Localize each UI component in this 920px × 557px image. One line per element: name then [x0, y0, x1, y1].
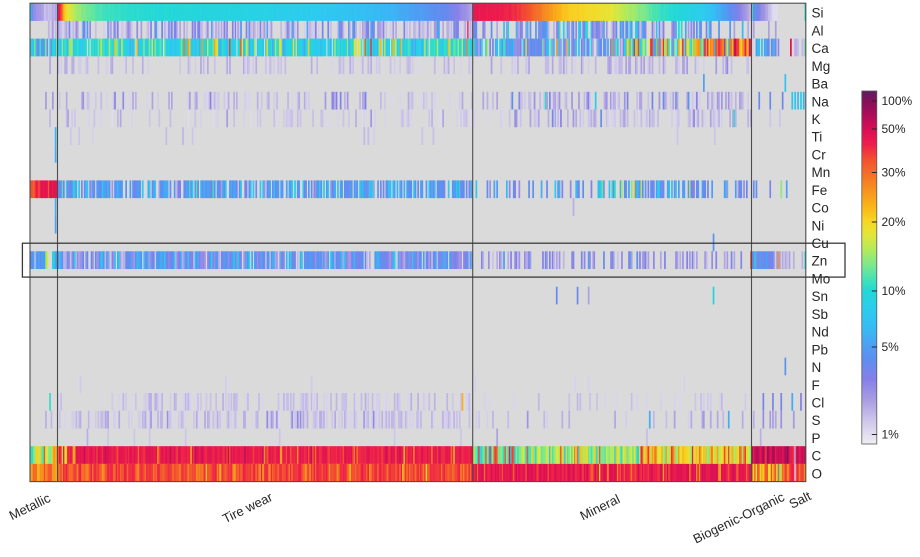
svg-text:Ca: Ca: [812, 41, 830, 56]
svg-text:Biogenic-Organic: Biogenic-Organic: [691, 489, 788, 546]
svg-text:P: P: [812, 431, 821, 446]
svg-text:Tire wear: Tire wear: [220, 489, 275, 526]
svg-text:Al: Al: [812, 23, 824, 38]
svg-text:Nd: Nd: [812, 325, 829, 340]
svg-text:N: N: [812, 360, 822, 375]
svg-text:C: C: [812, 449, 822, 464]
svg-text:Metallic: Metallic: [7, 490, 54, 523]
svg-text:Ti: Ti: [812, 130, 823, 145]
svg-text:5%: 5%: [882, 340, 900, 354]
svg-text:K: K: [812, 112, 821, 127]
svg-text:30%: 30%: [882, 166, 906, 180]
svg-text:Ni: Ni: [812, 218, 825, 233]
svg-text:100%: 100%: [882, 94, 913, 108]
svg-text:Salt: Salt: [787, 488, 814, 511]
svg-text:Na: Na: [812, 94, 830, 109]
svg-text:Cr: Cr: [812, 147, 827, 162]
svg-text:Si: Si: [812, 6, 824, 21]
svg-text:O: O: [812, 466, 823, 481]
svg-text:Sb: Sb: [812, 307, 829, 322]
svg-text:Fe: Fe: [812, 183, 828, 198]
svg-text:F: F: [812, 378, 820, 393]
svg-text:Cu: Cu: [812, 236, 829, 251]
svg-text:1%: 1%: [882, 428, 900, 442]
svg-text:Mn: Mn: [812, 165, 831, 180]
svg-text:Mineral: Mineral: [577, 491, 622, 523]
svg-text:20%: 20%: [882, 215, 906, 229]
svg-text:50%: 50%: [882, 122, 906, 136]
svg-text:Zn: Zn: [812, 254, 828, 269]
svg-text:Sn: Sn: [812, 289, 829, 304]
svg-text:Pb: Pb: [812, 342, 829, 357]
svg-text:Mg: Mg: [812, 59, 831, 74]
svg-text:10%: 10%: [882, 284, 906, 298]
svg-text:Co: Co: [812, 201, 829, 216]
svg-text:Ba: Ba: [812, 77, 829, 92]
svg-text:Cl: Cl: [812, 396, 825, 411]
svg-text:S: S: [812, 413, 821, 428]
svg-text:Mo: Mo: [812, 272, 831, 287]
